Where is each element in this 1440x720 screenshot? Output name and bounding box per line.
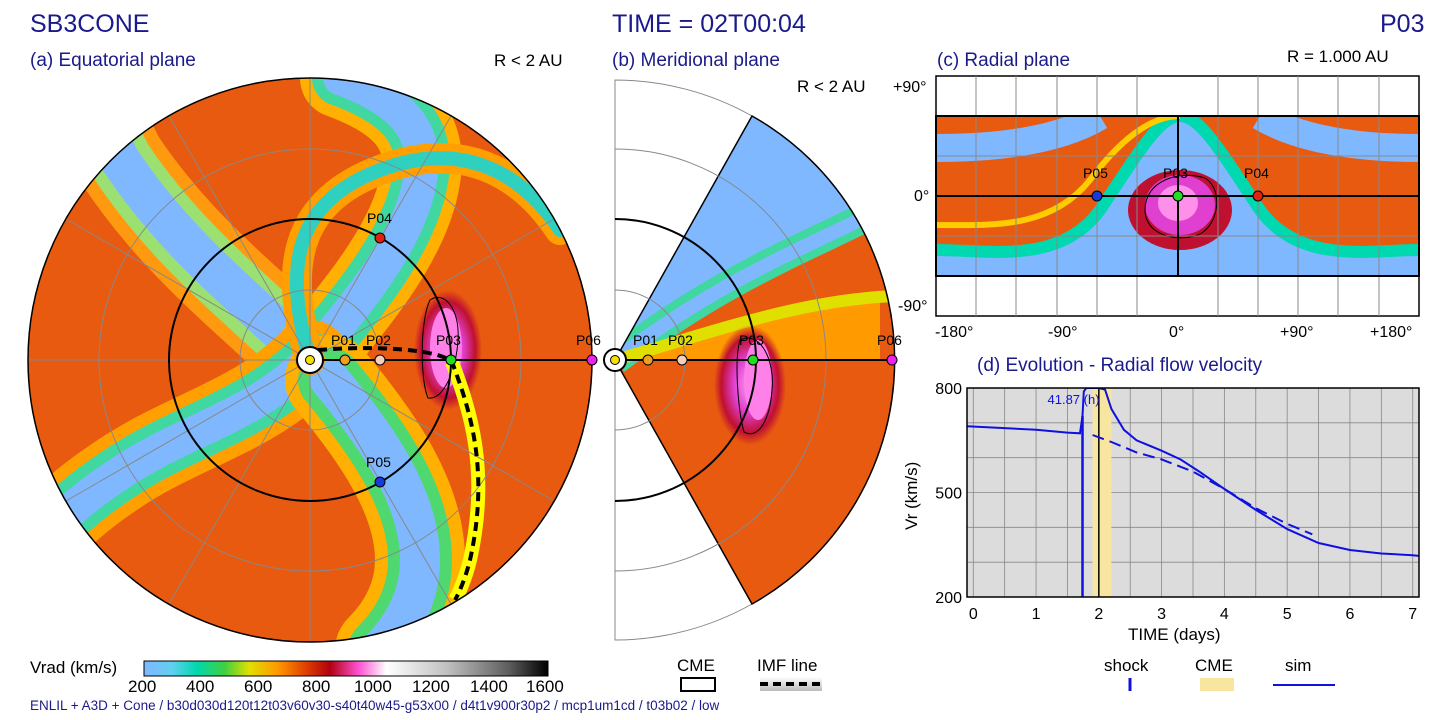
svg-text:P04: P04: [367, 210, 392, 226]
x-tick-label: 4: [1220, 606, 1229, 623]
legend-imf-swatch: [760, 677, 822, 691]
x-tick-label: 7: [1408, 606, 1417, 623]
evolution-chart: 0 1 2 3 4 5 6 7 200 500 800 41.87 (h) TIME (days)…: [902, 381, 1420, 644]
panel-a-title: (a) Equatorial plane: [30, 50, 196, 71]
colorbar-tick-200: 200: [128, 677, 157, 696]
panel-a-range: R < 2 AU: [494, 51, 563, 70]
probe-p05-c: P05: [1083, 165, 1108, 202]
radial-plane-panel: P05 P03 P04: [935, 75, 1420, 317]
lat-tick-top: +90°: [893, 79, 927, 96]
panel-d-title: (d) Evolution - Radial flow velocity: [977, 355, 1263, 376]
colorbar-tick-1600: 1600: [526, 677, 564, 696]
legend-cme-swatch: [680, 677, 716, 692]
panel-c-range: R = 1.000 AU: [1287, 47, 1389, 66]
chart-x-label: TIME (days): [1128, 625, 1221, 644]
panel-b-range: R < 2 AU: [797, 77, 866, 96]
lon-tick-p90: +90°: [1280, 324, 1314, 341]
probe-p03-a: P03: [436, 332, 461, 366]
colorbar-tick-800: 800: [302, 677, 331, 696]
svg-text:P03: P03: [739, 332, 764, 348]
svg-text:P03: P03: [436, 332, 461, 348]
chart-y-label: Vr (km/s): [902, 462, 921, 530]
colorbar-tick-1400: 1400: [470, 677, 508, 696]
x-tick-label: 3: [1157, 606, 1166, 623]
probe-p01-b: P01: [633, 332, 658, 366]
probe-p04-c: P04: [1244, 165, 1269, 202]
x-tick-label: 6: [1345, 606, 1354, 623]
x-tick-label: 0: [969, 606, 978, 623]
equatorial-plane-panel: P01 P02 P03 P04 P05 P06: [27, 77, 601, 643]
legend-cme-right-label: CME: [1195, 656, 1233, 675]
lon-tick-p180: +180°: [1370, 324, 1413, 341]
lon-tick-m180: -180°: [935, 324, 974, 341]
svg-text:P06: P06: [877, 332, 902, 348]
lat-tick-mid: 0°: [914, 188, 930, 205]
meridional-plane-panel: P01 P02 P03 P06: [603, 79, 902, 641]
probe-label: P03: [1380, 10, 1425, 38]
y-tick-label: 800: [935, 381, 962, 398]
probe-p03-c: P03: [1163, 165, 1188, 202]
probe-p04-a: P04: [367, 210, 392, 244]
svg-text:P01: P01: [331, 332, 356, 348]
x-tick-label: 5: [1283, 606, 1292, 623]
footer-run-string: ENLIL + A3D + Cone / b30d030d120t12t03v6…: [30, 698, 720, 713]
legend-cme-band-swatch: [1200, 678, 1234, 691]
x-tick-label: 2: [1094, 606, 1103, 623]
colorbar-label: Vrad (km/s): [30, 658, 118, 677]
svg-text:P05: P05: [1083, 165, 1108, 181]
shock-arrival-annotation: 41.87 (h): [1048, 392, 1100, 407]
cme-interval-band: [1092, 388, 1112, 597]
svg-text:P06: P06: [576, 332, 601, 348]
colorbar-tick-400: 400: [186, 677, 215, 696]
y-tick-label: 200: [935, 590, 962, 607]
y-tick-label: 500: [935, 486, 962, 503]
probe-p06-a: P06: [576, 332, 601, 366]
time-label: TIME = 02T00:04: [612, 10, 806, 38]
x-tick-label: 1: [1032, 606, 1041, 623]
panel-b-title: (b) Meridional plane: [612, 50, 780, 71]
legend-sim-label: sim: [1285, 656, 1312, 675]
legend-shock-label: shock: [1104, 656, 1149, 675]
sim-series-line: [967, 388, 1419, 557]
colorbar-tick-1000: 1000: [354, 677, 392, 696]
legend-imf-label: IMF line: [757, 656, 818, 675]
colorbar-tick-1200: 1200: [412, 677, 450, 696]
panel-c-title: (c) Radial plane: [937, 50, 1071, 71]
probe-p02-a: P02: [366, 332, 391, 366]
svg-text:P01: P01: [633, 332, 658, 348]
lon-tick-m90: -90°: [1048, 324, 1078, 341]
legend-cme-label: CME: [677, 656, 715, 675]
probe-p06-b: P06: [877, 332, 902, 366]
svg-text:P03: P03: [1163, 165, 1188, 181]
svg-text:P05: P05: [366, 454, 391, 470]
svg-text:P04: P04: [1244, 165, 1269, 181]
svg-text:P02: P02: [668, 332, 693, 348]
sim-dashed-series-line: [1092, 434, 1313, 536]
lat-tick-bot: -90°: [898, 298, 928, 315]
probe-p03-b: P03: [739, 332, 764, 366]
probe-p01-a: P01: [331, 332, 356, 366]
colorbar-tick-600: 600: [244, 677, 273, 696]
probe-p05-a: P05: [366, 454, 391, 488]
run-name: SB3CONE: [30, 10, 150, 38]
colorbar: [143, 660, 549, 677]
svg-text:P02: P02: [366, 332, 391, 348]
lon-tick-0: 0°: [1169, 324, 1185, 341]
probe-p02-b: P02: [668, 332, 693, 366]
